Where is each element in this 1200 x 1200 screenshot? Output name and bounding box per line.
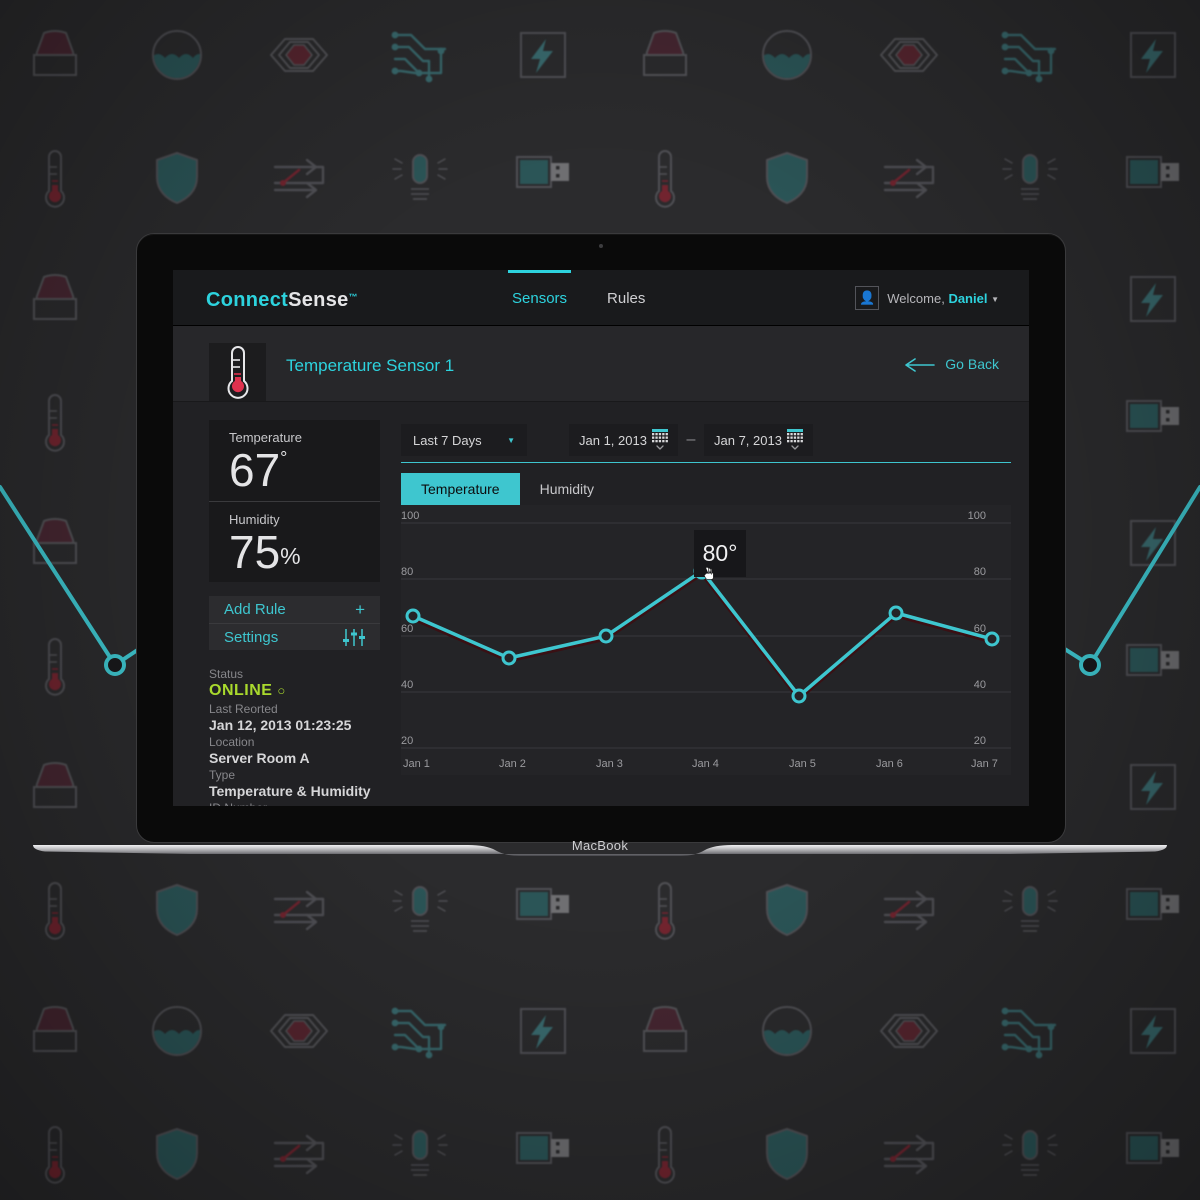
svg-text:Jan 2: Jan 2 xyxy=(499,758,526,770)
svg-text:Jan 1: Jan 1 xyxy=(403,758,430,770)
svg-text:40: 40 xyxy=(974,679,986,691)
svg-text:40: 40 xyxy=(401,679,413,691)
svg-text:60: 60 xyxy=(401,623,413,635)
svg-text:100: 100 xyxy=(401,510,419,522)
svg-text:Jan 3: Jan 3 xyxy=(596,758,623,770)
svg-text:20: 20 xyxy=(401,735,413,747)
svg-text:Jan 7: Jan 7 xyxy=(971,758,998,770)
svg-text:Jan 4: Jan 4 xyxy=(692,758,719,770)
svg-text:Jan 6: Jan 6 xyxy=(876,758,903,770)
svg-text:Jan 5: Jan 5 xyxy=(789,758,816,770)
svg-text:80: 80 xyxy=(974,566,986,578)
svg-text:100: 100 xyxy=(968,510,986,522)
svg-text:80: 80 xyxy=(401,566,413,578)
svg-text:20: 20 xyxy=(974,735,986,747)
